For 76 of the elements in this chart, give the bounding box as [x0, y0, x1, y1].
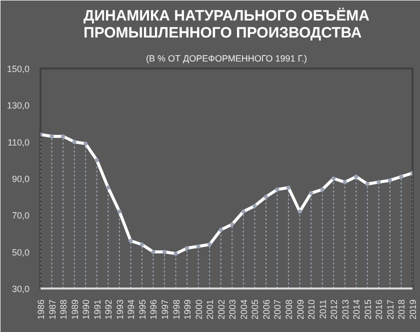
point	[84, 142, 88, 146]
x-tick-label: 1999	[182, 299, 193, 320]
x-tick-label: 1989	[70, 299, 80, 320]
point	[230, 222, 234, 226]
point	[286, 186, 290, 190]
x-tick-label: 2019	[408, 299, 418, 320]
y-tick-label: 130,0	[6, 100, 30, 111]
x-tick-label: 2004	[238, 299, 249, 320]
point	[376, 180, 381, 184]
x-tick-label: 2003	[228, 299, 238, 320]
point	[61, 134, 66, 138]
point	[151, 250, 156, 254]
x-tick-label: 1996	[148, 299, 159, 320]
x-tick-label: 2012	[329, 299, 340, 320]
x-tick-label: 2013	[340, 299, 350, 320]
x-tick-label: 1988	[58, 299, 69, 320]
y-tick-label: 110,0	[8, 137, 30, 148]
x-tick-label: 1995	[137, 299, 148, 320]
x-tick-label: 1993	[114, 299, 125, 320]
point	[162, 250, 166, 254]
x-tick-label: 2018	[396, 299, 407, 320]
x-tick-label: 2011	[318, 299, 328, 319]
point	[185, 246, 190, 250]
point	[342, 180, 347, 184]
point	[128, 238, 133, 243]
point	[252, 204, 257, 208]
point	[218, 228, 223, 232]
chart-subtitle: (В % ОТ ДОРЕФОРМЕННОГО 1991 Г.)	[146, 54, 308, 64]
x-tick-label: 1990	[81, 299, 92, 320]
x-tick-label: 1992	[104, 299, 114, 320]
x-tick-label: 2005	[250, 299, 260, 320]
x-tick-label: 1986	[36, 299, 46, 320]
point	[309, 191, 314, 196]
x-tick-label: 2007	[272, 299, 283, 320]
point	[174, 252, 178, 256]
point	[106, 186, 110, 190]
x-tick-label: 2002	[216, 299, 226, 320]
point	[264, 194, 268, 199]
y-tick-label: 30,0	[12, 284, 30, 294]
point	[196, 244, 200, 248]
point	[275, 188, 280, 192]
x-tick-label: 1987	[47, 299, 58, 320]
x-tick-label: 2016	[374, 299, 384, 320]
x-tick-label: 2014	[352, 299, 362, 320]
point	[399, 174, 404, 179]
y-tick-label: 90,0	[12, 174, 30, 184]
x-tick-label: 2015	[362, 299, 373, 320]
point	[140, 242, 144, 246]
point	[208, 242, 212, 246]
x-tick-label: 2001	[205, 299, 216, 320]
point	[365, 182, 370, 186]
point	[241, 210, 246, 214]
point	[94, 158, 99, 162]
x-tick-label: 2000	[194, 299, 204, 320]
x-tick-label: 1991	[92, 299, 102, 320]
y-tick-label: 70,0	[12, 210, 30, 221]
y-tick-label: 50,0	[12, 247, 30, 258]
point	[388, 178, 392, 182]
point	[298, 210, 302, 214]
x-tick-label: 2006	[261, 299, 272, 320]
line-series	[40, 133, 412, 256]
point	[332, 176, 336, 180]
chart-title: ДИНАМИКА НАТУРАЛЬНОГО ОБЪЁМА ПРОМЫШЛЕННОГО ПРОИЗВОДСТВА	[84, 8, 370, 42]
point	[72, 140, 76, 144]
point	[354, 174, 358, 179]
x-tick-label: 1998	[171, 299, 182, 320]
x-tick-label: 2008	[284, 299, 294, 320]
point	[320, 188, 324, 192]
x-tick-label: 2009	[295, 299, 306, 320]
x-tick-label: 2017	[385, 299, 396, 320]
x-tick-label: 1994	[126, 299, 136, 320]
x-tick-label: 1997	[160, 299, 170, 320]
point	[50, 134, 54, 138]
point	[117, 210, 122, 214]
y-tick-label: 150,0	[6, 64, 30, 74]
x-tick-label: 2010	[306, 299, 317, 320]
